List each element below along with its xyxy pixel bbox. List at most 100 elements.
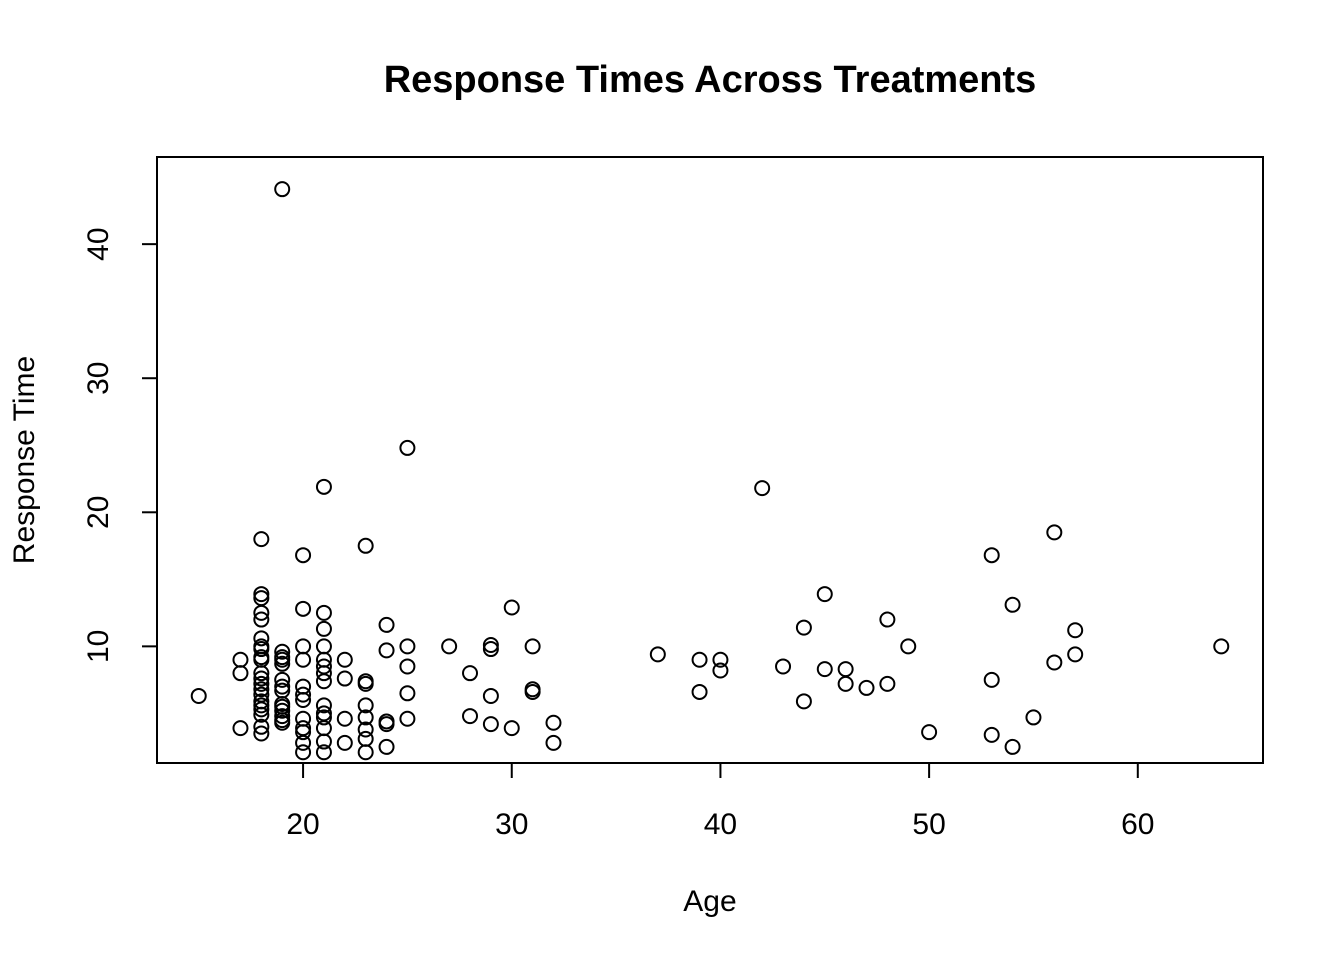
data-point [315, 720, 332, 737]
data-point [253, 706, 270, 723]
y-axis: 10 20 30 40 [82, 227, 158, 663]
data-point [274, 655, 291, 672]
data-point [712, 662, 729, 679]
data-point [1067, 646, 1084, 663]
data-point [399, 638, 416, 655]
data-point [315, 665, 332, 682]
data-point [295, 547, 312, 564]
data-point [253, 641, 270, 658]
data-point [900, 638, 917, 655]
data-point [336, 734, 353, 751]
data-point [357, 537, 374, 554]
data-point [253, 531, 270, 548]
data-point [399, 439, 416, 456]
data-point [253, 697, 270, 714]
data-point [983, 726, 1000, 743]
data-point [253, 670, 270, 687]
data-point [983, 671, 1000, 688]
data-point [232, 651, 249, 668]
data-point [837, 675, 854, 692]
data-point [315, 673, 332, 690]
data-point [795, 619, 812, 636]
data-point [1004, 738, 1021, 755]
data-point [378, 716, 395, 733]
data-point [315, 697, 332, 714]
data-point [253, 718, 270, 735]
data-point [983, 547, 1000, 564]
data-point [357, 721, 374, 738]
x-axis-label: Age [683, 885, 736, 918]
data-point [1004, 596, 1021, 613]
data-point [315, 478, 332, 495]
y-tick-label: 20 [82, 496, 115, 529]
data-point [691, 651, 708, 668]
data-point [378, 738, 395, 755]
data-point [816, 661, 833, 678]
data-point [190, 687, 207, 704]
data-point [1025, 709, 1042, 726]
data-point [253, 675, 270, 692]
data-point [1213, 638, 1230, 655]
data-point [462, 665, 479, 682]
chart-title: Response Times Across Treatments [384, 59, 1037, 101]
data-point [545, 734, 562, 751]
data-point [295, 734, 312, 751]
data-point [232, 665, 249, 682]
data-point [357, 697, 374, 714]
data-point [1067, 622, 1084, 639]
data-point [1046, 654, 1063, 671]
data-point [691, 683, 708, 700]
data-point [253, 665, 270, 682]
data-point [274, 708, 291, 725]
data-point [295, 638, 312, 655]
data-point [295, 724, 312, 741]
data-point [441, 638, 458, 655]
data-point [336, 651, 353, 668]
data-point [253, 725, 270, 742]
data-point [378, 616, 395, 633]
data-point [274, 181, 291, 198]
x-tick-label: 40 [704, 808, 737, 841]
data-point [274, 702, 291, 719]
data-point [754, 480, 771, 497]
data-point [315, 733, 332, 750]
data-point [795, 693, 812, 710]
data-point [295, 686, 312, 703]
data-point [482, 641, 499, 658]
x-tick-label: 20 [286, 808, 319, 841]
data-point [357, 709, 374, 726]
data-point [253, 604, 270, 621]
data-point [921, 724, 938, 741]
data-point [253, 701, 270, 718]
data-point [295, 600, 312, 617]
data-point [524, 683, 541, 700]
data-point [274, 714, 291, 731]
data-point [336, 710, 353, 727]
data-point [336, 670, 353, 687]
x-axis: 20 30 40 50 60 [286, 762, 1154, 841]
data-point [315, 604, 332, 621]
data-point [482, 687, 499, 704]
data-point [462, 708, 479, 725]
y-tick-label: 30 [82, 362, 115, 395]
data-point [879, 611, 896, 628]
data-point [649, 646, 666, 663]
data-point [274, 678, 291, 695]
data-point [295, 678, 312, 695]
data-point [357, 730, 374, 747]
data-point [315, 709, 332, 726]
data-point [295, 691, 312, 708]
data-point [315, 638, 332, 655]
data-point [253, 611, 270, 628]
data-point [274, 671, 291, 688]
data-point [232, 720, 249, 737]
data-point [295, 651, 312, 668]
data-point [399, 685, 416, 702]
x-tick-label: 30 [495, 808, 528, 841]
data-point [837, 661, 854, 678]
data-point [503, 720, 520, 737]
data-points [190, 181, 1230, 761]
y-tick-label: 40 [82, 227, 115, 260]
data-point [315, 620, 332, 637]
